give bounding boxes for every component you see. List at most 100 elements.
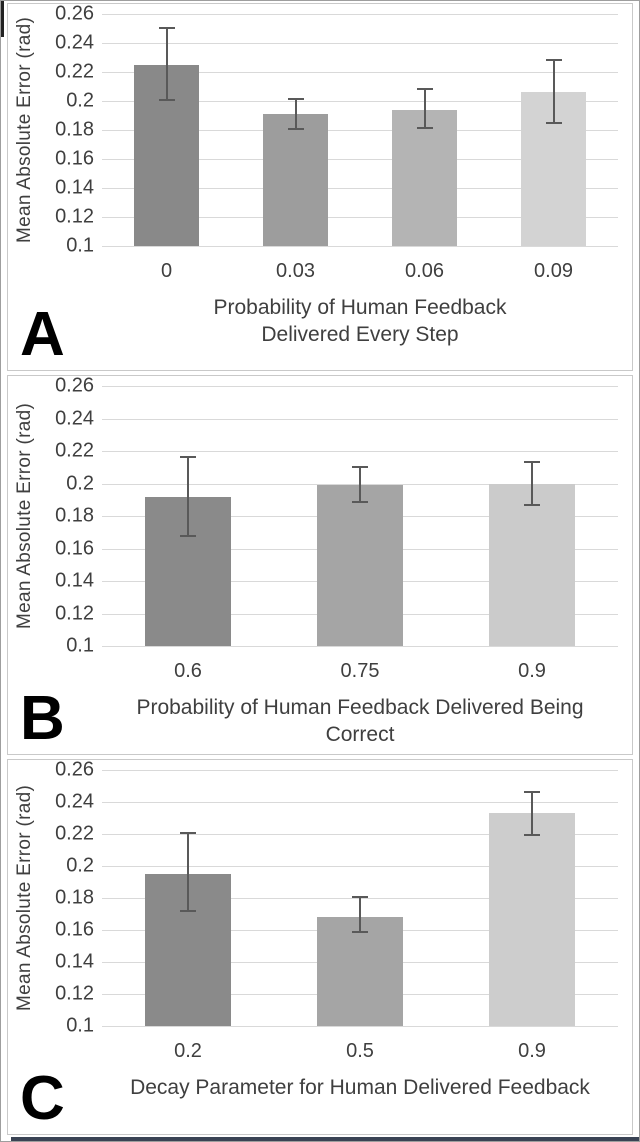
scan-edge-mark xyxy=(1,1,4,37)
error-bar xyxy=(179,832,196,913)
plot-area xyxy=(102,14,618,247)
error-bar-cap-bottom xyxy=(158,98,175,101)
error-bar-cap-bottom xyxy=(545,122,562,125)
x-tick-label: 0.6 xyxy=(174,660,202,682)
x-axis-tick-labels: 0.6 0.75 0.9 xyxy=(102,660,618,686)
chart-panel-a: Mean Absolute Error (rad) 0.26 0.24 0.22 0.… xyxy=(7,3,633,371)
gridline xyxy=(102,14,618,15)
error-bar-line xyxy=(359,896,361,934)
error-bar xyxy=(158,27,175,101)
x-axis-tick-labels: 0 0.03 0.06 0.09 xyxy=(102,260,618,286)
error-bar-cap-bottom xyxy=(416,126,433,129)
x-tick-label: 0.2 xyxy=(174,1040,202,1062)
error-bar xyxy=(352,896,368,934)
x-axis-title: Probability of Human Feedback Delivered E… xyxy=(102,294,618,349)
y-tick-label: 0.2 xyxy=(66,89,94,112)
gridline xyxy=(102,101,618,102)
y-tick-label: 0.12 xyxy=(55,602,94,624)
error-bar xyxy=(179,455,196,538)
error-bar-cap-top xyxy=(352,465,368,468)
y-tick-label: 0.12 xyxy=(55,982,94,1005)
x-axis-title-line: Decay Parameter for Human Delivered Feed… xyxy=(130,1076,590,1099)
error-bar-cap-bottom xyxy=(352,931,368,934)
error-bar xyxy=(416,87,433,129)
y-axis-title: Mean Absolute Error (rad) xyxy=(14,402,35,630)
error-bar-cap-bottom xyxy=(287,127,304,130)
y-axis-title: Mean Absolute Error (rad) xyxy=(14,16,35,244)
error-bar-cap-bottom xyxy=(179,535,196,538)
x-axis-title: Probability of Human Feedback Delivered … xyxy=(102,694,618,749)
x-tick-label: 0.9 xyxy=(518,1040,546,1062)
error-bar-cap-top xyxy=(416,87,433,90)
gridline xyxy=(102,246,618,247)
error-bar-line xyxy=(186,455,189,538)
bar-0.5 xyxy=(317,917,403,1026)
gridline xyxy=(102,386,618,387)
y-tick-label: 0.26 xyxy=(55,2,94,25)
error-bar-cap-top xyxy=(352,896,368,899)
error-bar-cap-bottom xyxy=(524,504,540,507)
gridline xyxy=(102,188,618,189)
bar-0.75 xyxy=(317,485,403,646)
error-bar-line xyxy=(423,87,426,129)
y-tick-label: 0.12 xyxy=(55,205,94,228)
plot-area xyxy=(102,770,618,1027)
error-bar-line xyxy=(165,27,168,101)
error-bar xyxy=(524,460,540,507)
y-tick-label: 0.16 xyxy=(55,147,94,170)
x-tick-label: 0 xyxy=(160,260,173,282)
y-tick-label: 0.22 xyxy=(55,822,94,845)
gridline xyxy=(102,451,618,452)
bar-0.9 xyxy=(489,483,575,646)
error-bar-line xyxy=(552,58,555,125)
x-axis-title: Decay Parameter for Human Delivered Feed… xyxy=(102,1074,618,1101)
gridline xyxy=(102,770,618,771)
error-bar-line xyxy=(531,790,533,836)
error-bar xyxy=(524,790,540,836)
x-tick-label: 0.09 xyxy=(534,260,573,282)
y-tick-label: 0.26 xyxy=(55,758,94,781)
chart-area: Mean Absolute Error (rad) 0.26 0.24 0.22 0.… xyxy=(8,759,632,1037)
y-tick-label: 0.1 xyxy=(66,1014,94,1037)
gridline xyxy=(102,43,618,44)
y-axis-tick-labels: 0.26 0.24 0.22 0.2 0.18 0.16 0.14 0.12 0.1 xyxy=(42,375,102,657)
bar-0.9 xyxy=(489,813,575,1026)
x-axis-title-line: Probability of Human Feedback xyxy=(213,296,507,319)
y-tick-label: 0.16 xyxy=(55,537,94,559)
chart-panel-b: Mean Absolute Error (rad) 0.26 0.24 0.22 0.… xyxy=(7,375,633,755)
y-axis-title: Mean Absolute Error (rad) xyxy=(14,784,35,1012)
x-axis-title-line: Delivered Every Step xyxy=(261,323,459,347)
chart-area: Mean Absolute Error (rad) 0.26 0.24 0.22 0.… xyxy=(8,375,632,657)
y-tick-label: 0.24 xyxy=(55,790,94,813)
figure-bottom-rule xyxy=(11,1137,639,1141)
y-tick-label: 0.2 xyxy=(66,472,94,494)
error-bar-cap-bottom xyxy=(179,910,196,913)
error-bar-line xyxy=(531,460,533,507)
y-tick-label: 0.16 xyxy=(55,918,94,941)
panel-letter: C xyxy=(20,1064,65,1134)
x-tick-label: 0.75 xyxy=(340,660,380,682)
error-bar-cap-bottom xyxy=(352,501,368,503)
plot-area xyxy=(102,386,618,647)
gridline xyxy=(102,130,618,131)
gridline xyxy=(102,866,618,867)
gridline xyxy=(102,217,618,218)
y-tick-label: 0.18 xyxy=(55,886,94,909)
gridline xyxy=(102,418,618,420)
gridline xyxy=(102,646,618,647)
y-tick-label: 0.14 xyxy=(55,950,94,973)
x-tick-label: 0.06 xyxy=(405,260,444,282)
y-tick-label: 0.22 xyxy=(55,60,94,83)
gridline xyxy=(102,1026,618,1027)
chart-panel-c: Mean Absolute Error (rad) 0.26 0.24 0.22 0.… xyxy=(7,759,633,1135)
error-bar-cap-top xyxy=(179,832,196,835)
error-bar-line xyxy=(294,98,297,130)
x-tick-label: 0.5 xyxy=(346,1040,374,1062)
gridline xyxy=(102,72,618,73)
y-tick-label: 0.14 xyxy=(55,569,94,592)
y-tick-label: 0.1 xyxy=(66,634,94,657)
error-bar-cap-top xyxy=(545,58,562,61)
error-bar-cap-top xyxy=(524,790,540,793)
y-tick-label: 0.1 xyxy=(66,234,94,257)
